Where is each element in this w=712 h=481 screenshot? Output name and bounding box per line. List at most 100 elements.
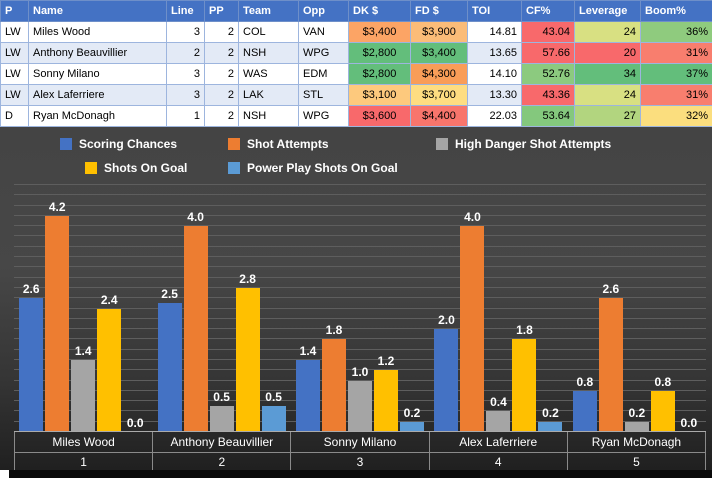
- bar-with-label: 0.8: [650, 375, 675, 432]
- table-cell: 13.65: [467, 42, 522, 64]
- bar-value-label: 0.2: [542, 405, 559, 420]
- bar-with-label: 2.6: [598, 282, 623, 432]
- bar: [538, 421, 563, 432]
- bar-with-label: 0.2: [400, 405, 425, 432]
- bar-with-label: 2.0: [434, 313, 459, 432]
- table-cell: 24: [574, 84, 641, 106]
- table-cell: LW: [0, 42, 29, 64]
- column-header-opp: Opp: [298, 0, 349, 22]
- column-header-line: Line: [166, 0, 205, 22]
- bar-with-label: 0.0: [677, 416, 701, 432]
- gridline: [14, 194, 706, 196]
- table-cell: $4,400: [410, 105, 468, 127]
- bar-group: 0.8 2.6 0.2 0.8 0.0: [568, 185, 706, 432]
- legend-swatch: [436, 138, 448, 150]
- bar: [322, 339, 347, 432]
- table-cell: $3,100: [348, 84, 411, 106]
- bar-value-label: 1.8: [325, 323, 343, 338]
- table-row: D Ryan McDonagh 1 2 NSH WPG $3,600 $4,400 22.03 5…: [0, 105, 712, 127]
- bar-with-label: 0.2: [624, 406, 649, 432]
- bar: [157, 303, 182, 432]
- bar-with-label: 4.2: [45, 200, 70, 432]
- gridline: [14, 358, 706, 360]
- table-cell: 57.66: [521, 42, 575, 64]
- bar: [434, 329, 459, 432]
- bar-with-label: 1.4: [71, 343, 96, 432]
- bar-with-label: 0.0: [123, 416, 147, 432]
- table-cell: 14.81: [467, 21, 522, 43]
- table-cell: STL: [298, 84, 349, 106]
- bar: [624, 421, 649, 432]
- table-cell: $3,700: [410, 84, 468, 106]
- gridline: [14, 297, 706, 299]
- table-cell: 2: [204, 42, 239, 64]
- table-cell: 43.04: [521, 21, 575, 43]
- table-cell: EDM: [298, 63, 349, 85]
- table-cell: 2: [204, 21, 239, 43]
- stats-table-body: LW Miles Wood 3 2 COL VAN $3,400 $3,900 14.81 43.…: [0, 21, 712, 127]
- column-header-dk-salary: DK $: [348, 0, 411, 22]
- column-header-boom-pct: Boom%: [640, 0, 712, 22]
- bar: [209, 406, 234, 432]
- bar-value-label: 0.2: [403, 405, 421, 420]
- column-header-cf-pct: CF%: [521, 0, 575, 22]
- table-cell: 24: [574, 21, 641, 43]
- bar-value-label: 0.5: [265, 390, 282, 405]
- table-cell: 3: [166, 63, 205, 85]
- table-cell: 36%: [640, 21, 712, 43]
- table-cell: $2,800: [348, 63, 411, 85]
- table-cell: 2: [166, 42, 205, 64]
- bar: [486, 411, 511, 432]
- table-cell: D: [0, 105, 29, 127]
- column-header-toi: TOI: [467, 0, 522, 22]
- bar-with-label: 1.4: [296, 344, 321, 432]
- bar: [650, 390, 675, 432]
- legend-item-high-danger-shot-attempts: High Danger Shot Attempts: [436, 137, 611, 151]
- bar-value-label: 2.6: [602, 282, 620, 297]
- table-cell: WPG: [298, 105, 349, 127]
- bar-group: 1.4 1.8 1.0 1.2 0.2: [291, 185, 429, 432]
- table-cell: Anthony Beauvillier: [28, 42, 167, 64]
- category-name: Anthony Beauvillier: [153, 432, 292, 452]
- table-cell: LW: [0, 21, 29, 43]
- table-header-row: P Name Line PP Team Opp DK $ FD $ TOI CF…: [0, 0, 712, 22]
- bar-value-label: 0.0: [126, 416, 144, 430]
- table-cell: Sonny Milano: [28, 63, 167, 85]
- category-name: Alex Laferriere: [430, 432, 568, 452]
- table-cell: Alex Laferriere: [28, 84, 167, 106]
- bar-value-label: 0.5: [213, 390, 230, 405]
- legend-label: Shots On Goal: [104, 161, 188, 175]
- category-number: 2: [153, 453, 292, 470]
- table-row: LW Alex Laferriere 3 2 LAK STL $3,100 $3,700 13.…: [0, 84, 712, 106]
- table-cell: $3,400: [348, 21, 411, 43]
- legend-item-scoring-chances: Scoring Chances: [60, 137, 177, 151]
- bar-value-label: 4.0: [464, 210, 481, 225]
- bar-value-label: 1.4: [74, 343, 92, 358]
- table-cell: WPG: [298, 42, 349, 64]
- table-cell: 34: [574, 63, 641, 85]
- bar-with-label: 0.2: [538, 405, 563, 432]
- table-cell: $4,300: [410, 63, 468, 85]
- bar-value-label: 0.8: [576, 374, 594, 389]
- column-header-team: Team: [238, 0, 299, 22]
- bar: [400, 421, 425, 432]
- bar: [348, 380, 373, 432]
- bar: [512, 339, 537, 432]
- plot-area: 2.6 4.2 1.4 2.4 0.0 2.5 4.0 0.5 2.8 0.5 1.4 1.8 1.0 1…: [14, 184, 706, 432]
- category-number: 3: [291, 453, 430, 470]
- legend-item-shots-on-goal: Shots On Goal: [85, 161, 187, 175]
- bar-group: 2.0 4.0 0.4 1.8 0.2: [429, 185, 567, 432]
- gridline: [14, 225, 706, 227]
- gridline: [14, 379, 706, 381]
- gridline: [14, 286, 706, 288]
- category-number: 5: [568, 453, 707, 470]
- table-cell: 22.03: [467, 105, 522, 127]
- table-cell: $3,600: [348, 105, 411, 127]
- background-corner: [0, 470, 9, 478]
- table-cell: 20: [574, 42, 641, 64]
- bar-with-label: 0.5: [261, 390, 286, 432]
- category-axis: Miles Wood Anthony Beauvillier Sonny Mil…: [14, 431, 707, 470]
- legend-item-shot-attempts: Shot Attempts: [228, 137, 329, 151]
- bar-value-label: 2.4: [100, 292, 118, 307]
